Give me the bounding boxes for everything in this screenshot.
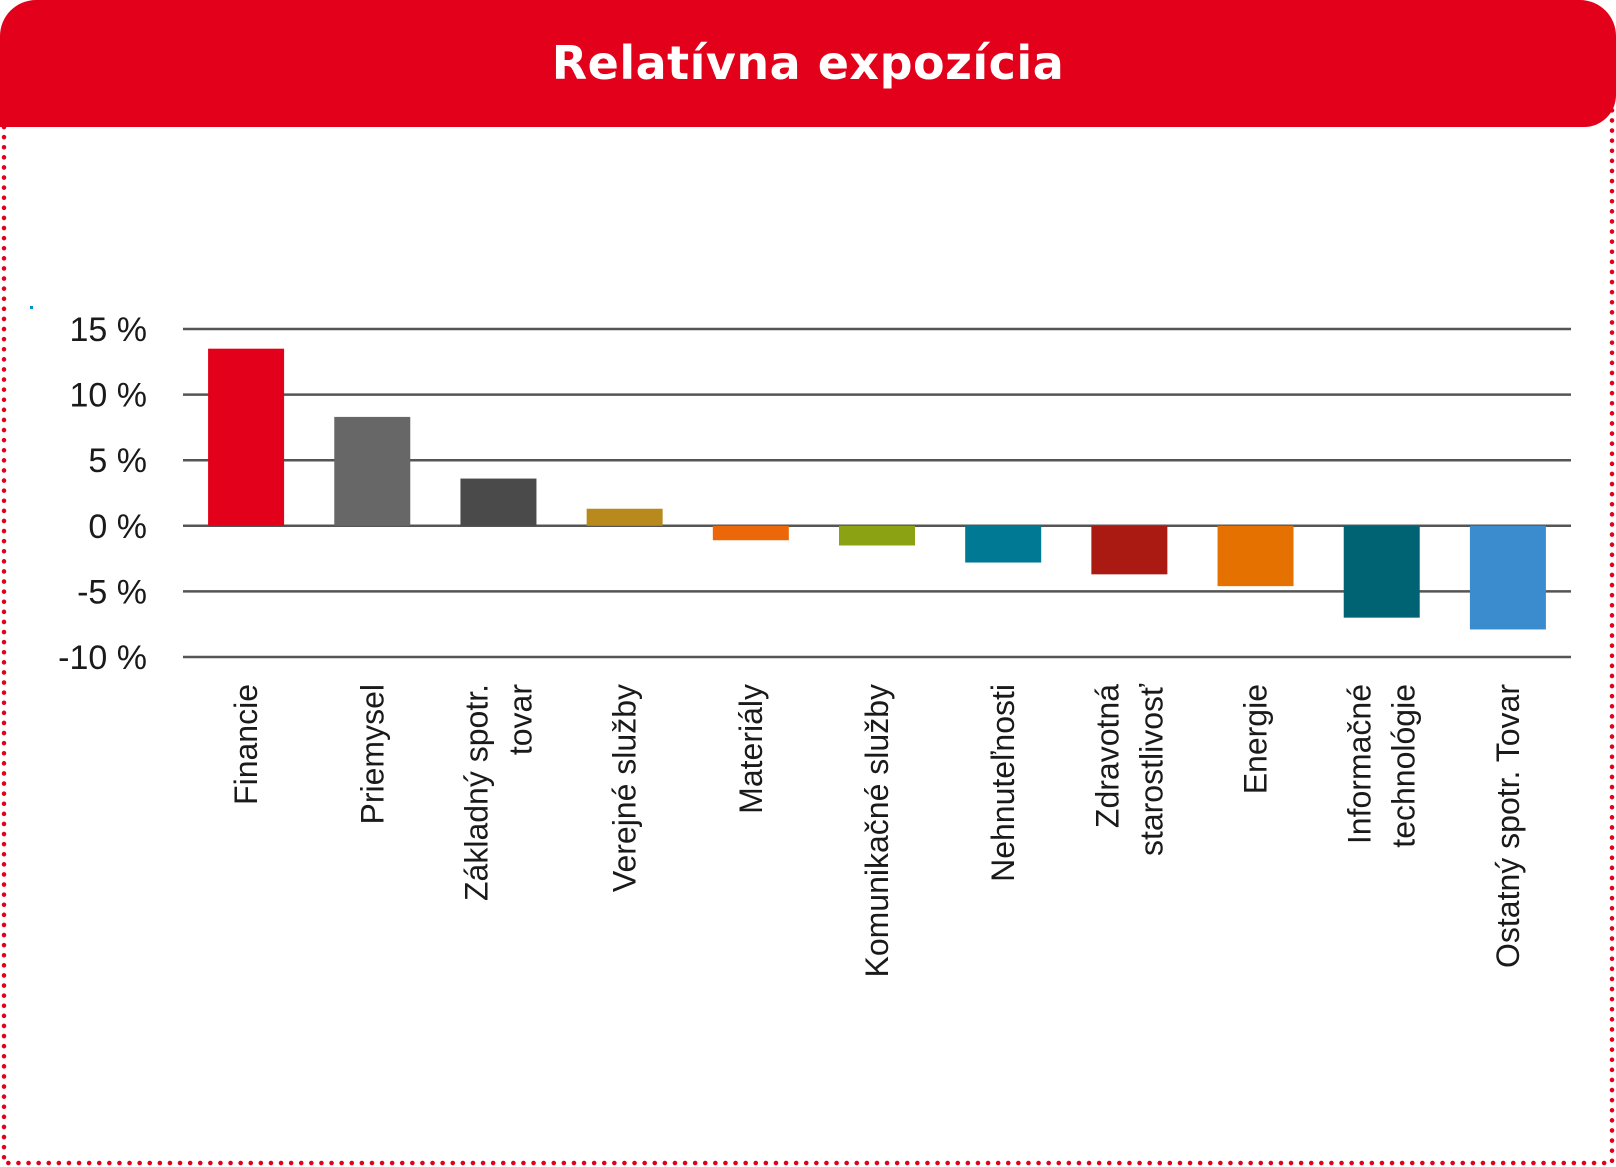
y-tick-label: -10 %	[58, 639, 147, 677]
category-label-line: Komunikačné služby	[859, 684, 895, 977]
category-label-line: tovar	[502, 684, 538, 755]
bar	[208, 348, 285, 526]
category-label: Komunikačné služby	[859, 684, 895, 977]
category-label-line: Energie	[1238, 684, 1274, 794]
y-axis-tick-labels: 15 % 10 % 5 % 0 % -5 % -10 %	[58, 311, 147, 677]
category-label-line: starostlivosť	[1133, 683, 1169, 856]
bars	[208, 348, 1546, 630]
category-label: Informačné technológie	[1342, 684, 1422, 848]
bar	[965, 525, 1042, 563]
category-label: Ostatný spotr. Tovar	[1490, 684, 1526, 968]
bar	[334, 416, 411, 526]
bar	[1091, 525, 1168, 575]
y-tick-label: 15 %	[70, 311, 148, 349]
category-label: Zdravotná starostlivosť	[1089, 683, 1169, 856]
category-label-line: Ostatný spotr. Tovar	[1490, 684, 1526, 968]
category-label: Materiály	[733, 684, 769, 814]
category-label-line: Základný spotr.	[458, 684, 494, 901]
category-label-line: Nehnuteľnosti	[985, 684, 1021, 882]
bar	[839, 525, 915, 546]
bar	[1469, 525, 1546, 630]
category-label: Priemysel	[354, 684, 390, 824]
page-title: Relatívna expozícia	[551, 35, 1065, 90]
category-label: Verejné služby	[607, 684, 643, 892]
category-label-line: Zdravotná	[1089, 684, 1125, 828]
y-tick-label: 5 %	[88, 442, 147, 480]
bar	[712, 525, 789, 541]
category-label-line: Priemysel	[354, 684, 390, 824]
category-label-line: technológie	[1386, 684, 1422, 848]
bar	[1217, 525, 1294, 587]
marker-dot	[30, 306, 33, 309]
category-label-line: Informačné	[1342, 684, 1378, 844]
category-label-line: Verejné služby	[607, 684, 643, 892]
category-label: Energie	[1238, 684, 1274, 794]
x-axis-category-labels: Financie Priemysel Základný spotr. tovar Ver…	[228, 683, 1526, 977]
category-label-line: Financie	[228, 684, 264, 805]
bar	[460, 478, 537, 526]
category-label: Základný spotr. tovar	[458, 684, 538, 901]
y-tick-label: 10 %	[70, 377, 148, 415]
bar	[586, 508, 663, 526]
bar	[1343, 525, 1420, 618]
y-tick-label: -5 %	[77, 573, 147, 611]
category-label: Nehnuteľnosti	[985, 684, 1021, 882]
category-label: Financie	[228, 684, 264, 805]
y-tick-label: 0 %	[88, 508, 147, 546]
category-label-line: Materiály	[733, 684, 769, 814]
